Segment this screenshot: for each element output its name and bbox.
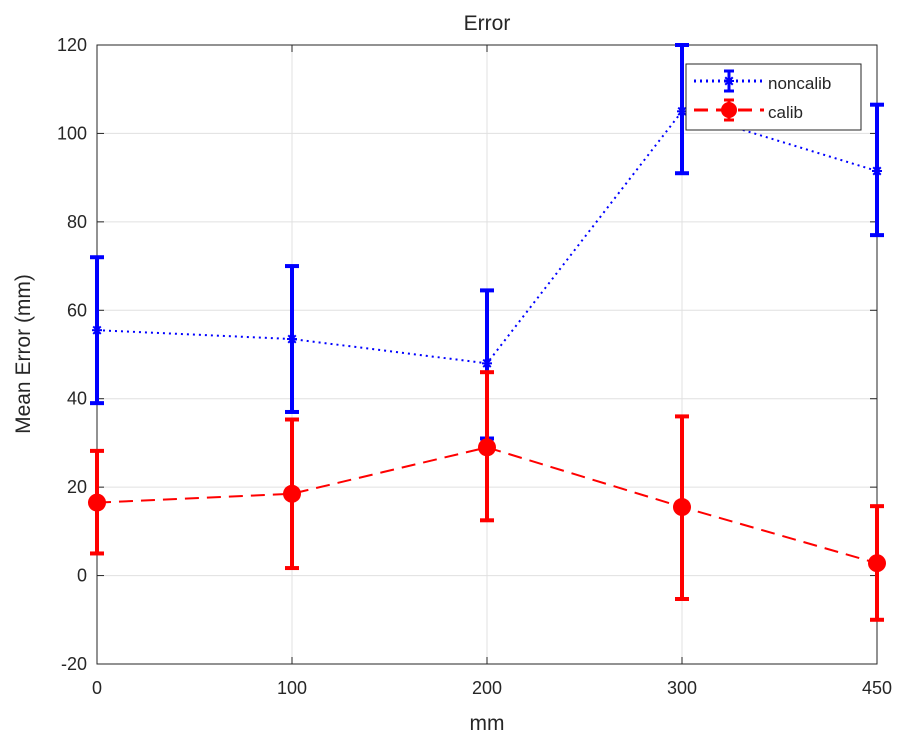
data-point-noncalib [677,106,687,117]
data-point-noncalib-stroke [677,106,687,116]
data-point-noncalib [872,166,882,177]
x-tick-label: 450 [862,678,892,698]
legend-label-noncalib: noncalib [768,74,831,93]
data-point-calib [478,438,496,457]
x-tick-label: 100 [277,678,307,698]
legend-marker [721,102,737,118]
data-point-noncalib-stroke [872,166,882,176]
x-tick-label: 200 [472,678,502,698]
data-point-noncalib [482,358,492,369]
series-calib [88,370,886,622]
data-point-noncalib-stroke [92,325,102,335]
legend-marker [724,76,734,86]
x-tick-label: 0 [92,678,102,698]
data-point-calib [868,554,886,573]
chart-title: Error [464,12,511,35]
y-axis-label: Mean Error (mm) [12,274,35,434]
legend-sample-noncalib [694,69,764,93]
data-point-noncalib-stroke [287,334,297,344]
legend-sample-calib [694,98,764,122]
data-point-calib [88,493,106,512]
series-layer [88,43,886,622]
y-tick-label: -20 [61,654,87,674]
y-tick-label: 20 [67,477,87,497]
data-point-noncalib-stroke [482,358,492,368]
data-point-noncalib [287,334,297,345]
data-point-calib [283,484,301,503]
series-line-calib [96,446,878,565]
legend-marker-stroke [724,76,734,86]
legend[interactable]: noncalib calib [685,63,862,131]
y-tick-label: 40 [67,389,87,409]
y-tick-label: 120 [57,35,87,55]
y-tick-label: 100 [57,123,87,143]
data-point-noncalib [92,325,102,336]
legend-items [694,69,764,122]
y-tick-label: 60 [67,300,87,320]
legend-label-calib: calib [768,103,803,122]
y-tick-label: 80 [67,212,87,232]
x-tick-label: 300 [667,678,697,698]
data-point-calib [673,498,691,517]
x-axis-label: mm [470,712,505,735]
legend-box [685,63,862,131]
y-tick-label: 0 [77,566,87,586]
